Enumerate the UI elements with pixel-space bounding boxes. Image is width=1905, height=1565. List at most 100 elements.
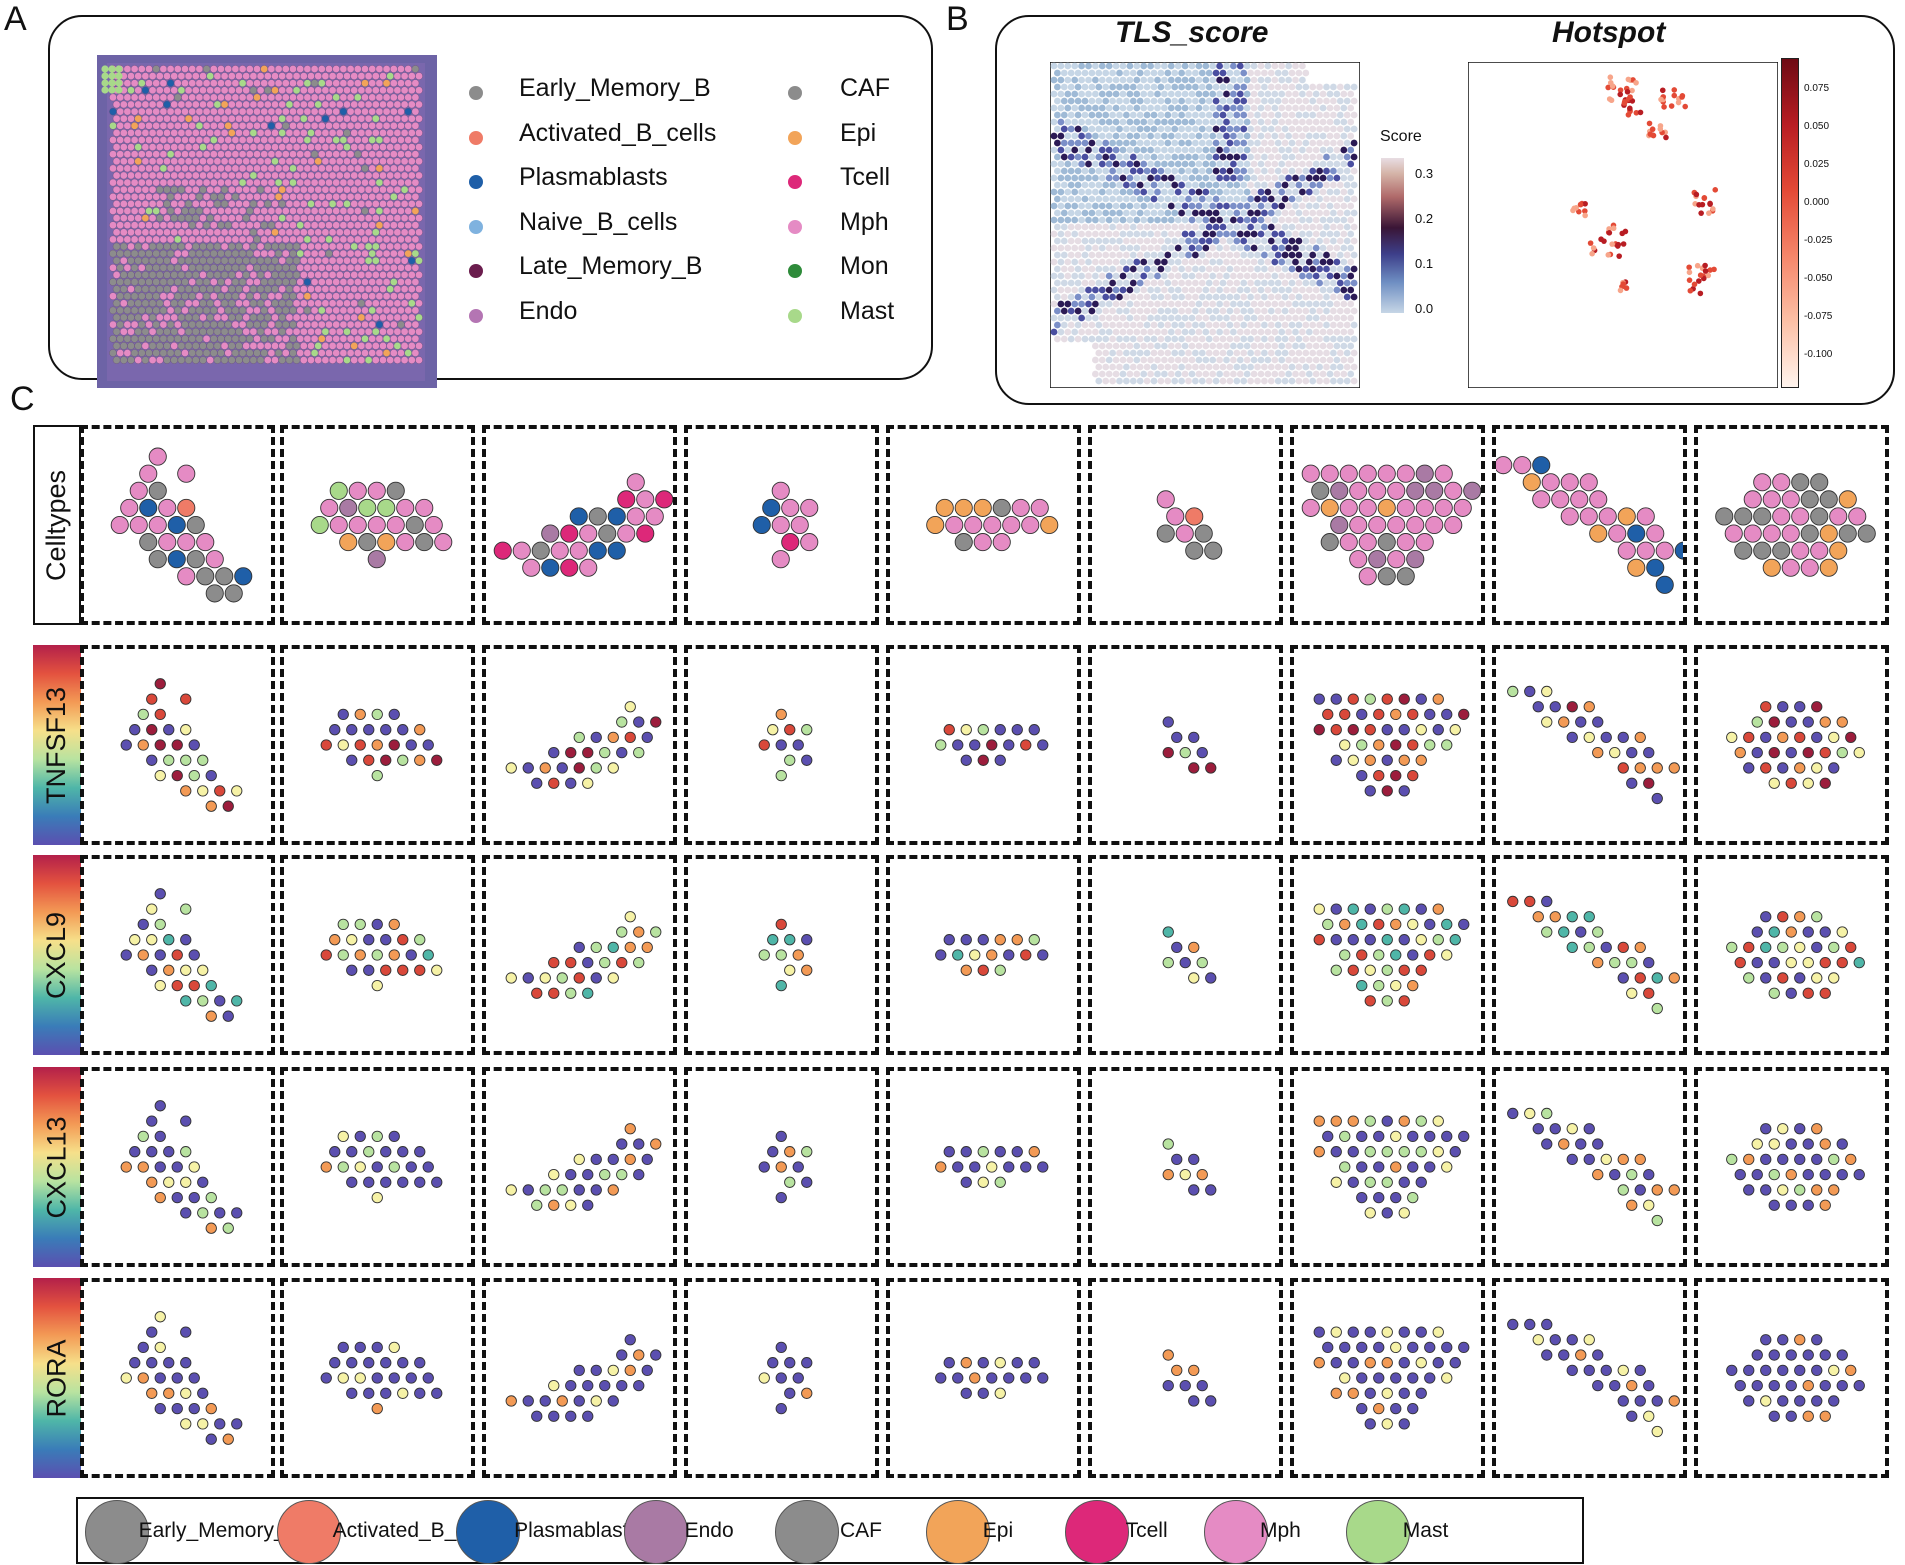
- tissue-spot: [134, 86, 143, 95]
- cluster-spot: [154, 1100, 166, 1112]
- tls-spot: [1240, 377, 1248, 385]
- tls-spot: [1209, 286, 1217, 294]
- tls-spot: [1230, 258, 1237, 266]
- tissue-spot: [148, 313, 157, 322]
- tls-spot: [1247, 223, 1254, 231]
- tissue-spot: [181, 235, 189, 244]
- cluster-spot: [405, 1161, 417, 1173]
- tissue-spot: [274, 79, 283, 88]
- tissue-spot: [343, 86, 351, 95]
- tls-spot: [1323, 265, 1330, 273]
- tls-spot: [1302, 111, 1310, 119]
- cluster-spot: [1791, 507, 1810, 526]
- tls-spot: [1150, 167, 1158, 175]
- tissue-spot: [109, 349, 117, 357]
- tls-spot: [1243, 216, 1251, 224]
- tls-spot: [1233, 349, 1241, 357]
- tls-spot: [1202, 230, 1210, 238]
- tls-spot: [1323, 377, 1330, 385]
- tls-spot: [1167, 174, 1175, 182]
- tissue-spot: [213, 100, 222, 109]
- cluster-spot: [1356, 1161, 1368, 1173]
- tissue-spot: [332, 292, 340, 300]
- tls-spot: [1157, 307, 1165, 315]
- tissue-spot: [134, 171, 143, 180]
- tls-spot: [1264, 272, 1272, 280]
- cluster-spot: [522, 558, 541, 577]
- tissue-spot: [289, 320, 297, 329]
- tls-spot: [1085, 272, 1092, 280]
- cluster-spot: [617, 524, 636, 543]
- tls-spot: [1257, 76, 1265, 84]
- cluster-spot: [320, 739, 332, 751]
- tissue-spot: [159, 249, 168, 258]
- hotspot-tick-label: 0.000: [1804, 197, 1830, 208]
- tls-spot: [1347, 160, 1355, 168]
- tls-spot: [1109, 293, 1116, 301]
- tls-spot: [1209, 230, 1217, 238]
- tls-spot: [1150, 209, 1158, 217]
- tls-spot: [1050, 90, 1058, 98]
- cluster-spot: [784, 964, 796, 976]
- tls-spot: [1288, 111, 1296, 119]
- cluster-spot: [1407, 1130, 1419, 1143]
- tls-spot: [1243, 62, 1251, 70]
- tissue-spot: [177, 185, 186, 194]
- cluster-spot: [1634, 762, 1646, 774]
- tissue-spot: [127, 342, 135, 350]
- cluster-spot: [1381, 934, 1393, 946]
- tissue-spot: [386, 185, 395, 194]
- tls-spot: [1098, 216, 1106, 224]
- tls-spot: [1188, 216, 1196, 224]
- tissue-spot: [112, 342, 121, 350]
- tls-spot: [1188, 286, 1196, 294]
- tls-spot: [1074, 251, 1082, 259]
- tissue-spot: [220, 129, 229, 137]
- cluster-spot: [348, 481, 367, 500]
- tls-spot: [1109, 237, 1116, 245]
- tls-spot: [1292, 118, 1299, 126]
- tls-spot: [1116, 251, 1123, 259]
- tls-spot: [1185, 153, 1192, 161]
- tissue-spot: [138, 107, 146, 116]
- tissue-spot: [346, 136, 355, 144]
- tls-spot: [1102, 209, 1110, 217]
- tissue-spot: [263, 342, 272, 350]
- tls-spot: [1123, 153, 1130, 161]
- cluster-spot: [1802, 926, 1814, 938]
- cluster-spot: [633, 747, 645, 759]
- cluster-plot: [320, 1341, 443, 1415]
- cluster-spot: [539, 1184, 551, 1196]
- tls-spot: [1074, 195, 1082, 203]
- tls-spot: [1240, 209, 1248, 217]
- tissue-spot: [271, 214, 279, 222]
- tissue-spot: [174, 122, 182, 130]
- tls-spot: [1136, 111, 1144, 119]
- tissue-spot: [343, 114, 351, 123]
- tls-spot: [1119, 118, 1127, 126]
- tissue-spot: [397, 79, 405, 88]
- tissue-spot: [303, 221, 312, 229]
- tissue-spot: [415, 100, 423, 109]
- cluster-spot: [1424, 1161, 1436, 1173]
- tissue-spot: [292, 356, 301, 364]
- tls-spot: [1292, 300, 1299, 308]
- tls-spot: [1119, 216, 1127, 224]
- tls-spot: [1226, 223, 1234, 231]
- cluster-spot: [977, 1176, 989, 1188]
- tls-spot: [1299, 300, 1306, 308]
- cluster-spot: [1347, 1146, 1359, 1158]
- tls-spot: [1299, 160, 1306, 168]
- tls-spot: [1350, 167, 1358, 175]
- tls-spot: [1078, 160, 1085, 168]
- tissue-spot: [249, 214, 258, 222]
- tissue-spot: [296, 221, 304, 229]
- tissue-spot: [263, 214, 272, 222]
- tls-spot: [1236, 314, 1244, 322]
- tissue-spot: [397, 306, 405, 315]
- tls-spot: [1281, 195, 1289, 203]
- tissue-spot: [119, 100, 128, 109]
- cluster-spot: [154, 739, 166, 751]
- tissue-spot: [242, 200, 250, 208]
- hotspot-spot: [1661, 104, 1667, 110]
